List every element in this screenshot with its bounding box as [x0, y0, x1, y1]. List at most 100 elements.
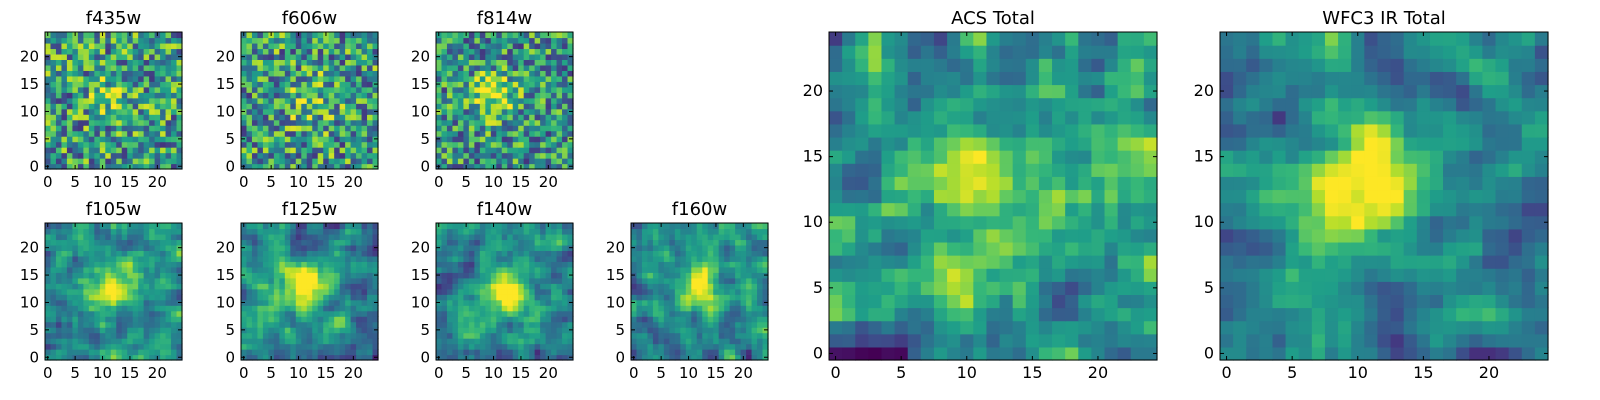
- heatmap-cell: [132, 32, 139, 39]
- heatmap-cell: [652, 261, 659, 268]
- heatmap-cell: [973, 189, 988, 204]
- heatmap-cell: [1012, 307, 1027, 322]
- heatmap-cell: [268, 152, 275, 159]
- heatmap-cell: [290, 103, 297, 110]
- heatmap-cell: [246, 42, 253, 50]
- heatmap-cell: [562, 310, 569, 317]
- heatmap-cell: [94, 103, 101, 110]
- heatmap-cell: [88, 233, 95, 241]
- heatmap-cell: [116, 53, 123, 60]
- heatmap-cell: [165, 86, 172, 93]
- heatmap-cell: [301, 266, 308, 273]
- heatmap-cell: [479, 305, 486, 312]
- heatmap-cell: [257, 70, 264, 77]
- heatmap-cell: [551, 223, 558, 230]
- heatmap-cell: [50, 141, 57, 148]
- heatmap-cell: [110, 119, 117, 126]
- heatmap-cell: [132, 255, 139, 262]
- heatmap-cell: [138, 343, 145, 350]
- heatmap-cell: [284, 152, 291, 159]
- heatmap-cell: [149, 250, 156, 257]
- heatmap-cell: [61, 305, 68, 312]
- heatmap-cell: [323, 86, 330, 93]
- heatmap-cell: [479, 152, 486, 159]
- heatmap-cell: [1104, 228, 1119, 243]
- heatmap-cell: [372, 42, 379, 50]
- heatmap-cell: [99, 53, 106, 60]
- heatmap-cell: [1025, 346, 1040, 361]
- heatmap-cell: [149, 316, 156, 323]
- heatmap-cell: [702, 283, 709, 290]
- heatmap-cell: [317, 354, 324, 361]
- heatmap-cell: [724, 305, 731, 312]
- heatmap-cell: [345, 86, 352, 93]
- heatmap-cell: [149, 261, 156, 268]
- heatmap-cell: [540, 81, 547, 88]
- heatmap-cell: [490, 97, 497, 104]
- heatmap-cell: [257, 327, 264, 334]
- heatmap-cell: [290, 299, 297, 306]
- heatmap-cell: [160, 48, 167, 55]
- heatmap-cell: [663, 283, 670, 290]
- heatmap-cell: [468, 32, 475, 39]
- heatmap-cell: [724, 349, 731, 356]
- heatmap-cell: [479, 119, 486, 126]
- heatmap-cell: [171, 223, 178, 230]
- heatmap-cell: [306, 327, 313, 334]
- heatmap-cell: [290, 332, 297, 339]
- heatmap-cell: [1012, 333, 1027, 348]
- heatmap-cell: [251, 228, 259, 235]
- heatmap-cell: [751, 349, 758, 356]
- heatmap-cell: [345, 75, 352, 82]
- heatmap-cell: [334, 327, 341, 334]
- heatmap-cell: [507, 97, 514, 104]
- heatmap-cell: [116, 294, 123, 301]
- heatmap-cell: [284, 130, 291, 137]
- heatmap-cell: [257, 316, 264, 323]
- heatmap-cell: [356, 48, 363, 55]
- heatmap-cell: [501, 70, 508, 77]
- heatmap-cell: [295, 103, 302, 110]
- heatmap-cell: [540, 53, 547, 60]
- heatmap-cell: [556, 338, 563, 345]
- heatmap-cell: [339, 119, 346, 126]
- heatmap-cell: [702, 266, 709, 273]
- heatmap-cell: [345, 250, 352, 257]
- heatmap-cell: [540, 86, 547, 93]
- heatmap-cell: [485, 316, 492, 323]
- heatmap-cell: [507, 266, 514, 273]
- heatmap-cell: [474, 81, 481, 88]
- heatmap-cell: [127, 130, 134, 137]
- heatmap-cell: [312, 299, 319, 306]
- heatmap-cell: [842, 346, 856, 361]
- heatmap-cell: [523, 239, 530, 246]
- heatmap-cell: [279, 283, 286, 290]
- heatmap-cell: [105, 97, 112, 104]
- heatmap-cell: [441, 277, 448, 284]
- heatmap-cell: [868, 268, 883, 282]
- heatmap-cell: [718, 228, 725, 235]
- heatmap-cell: [479, 92, 486, 99]
- heatmap-cell: [713, 338, 720, 345]
- heatmap-cell: [436, 152, 443, 159]
- heatmap-cell: [367, 114, 374, 121]
- heatmap-cell: [356, 59, 363, 66]
- heatmap-cell: [669, 332, 676, 339]
- heatmap-cell: [501, 114, 508, 121]
- heatmap-cell: [284, 332, 291, 339]
- heatmap-cell: [441, 125, 448, 132]
- heatmap-cell: [372, 310, 379, 317]
- heatmap-cell: [334, 283, 341, 290]
- heatmap-cell: [663, 299, 670, 306]
- heatmap-cell: [669, 228, 676, 235]
- heatmap-cell: [138, 114, 145, 121]
- heatmap-cell: [1117, 333, 1132, 348]
- heatmap-cell: [518, 239, 525, 246]
- heatmap-cell: [361, 250, 368, 257]
- heatmap-cell: [540, 32, 547, 39]
- heatmap-cell: [132, 338, 139, 345]
- heatmap-cell: [176, 152, 183, 159]
- heatmap-cell: [724, 255, 731, 262]
- y-tick-label: 15: [606, 266, 625, 284]
- heatmap-cell: [301, 233, 308, 241]
